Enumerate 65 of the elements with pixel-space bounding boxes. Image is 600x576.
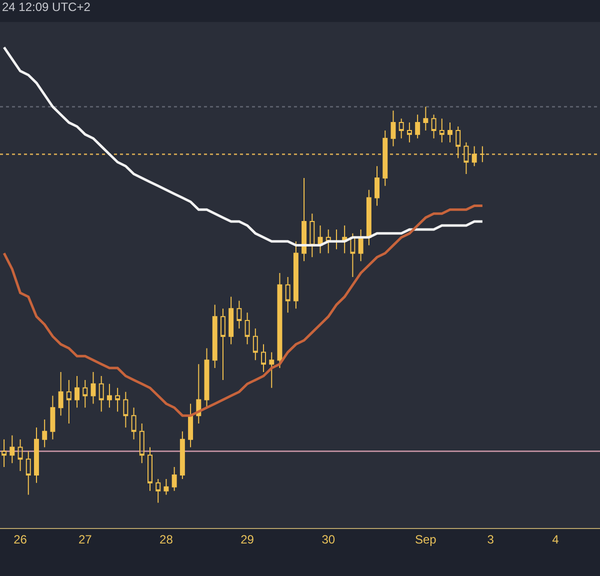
candlestick bbox=[252, 328, 258, 361]
candlestick bbox=[277, 272, 282, 369]
candlestick bbox=[123, 391, 128, 428]
candlestick bbox=[156, 478, 161, 504]
x-tick-label: 4 bbox=[552, 532, 560, 546]
candlestick bbox=[310, 213, 315, 258]
candlestick bbox=[269, 352, 274, 388]
candlestick bbox=[261, 344, 266, 373]
x-tick-label: 3 bbox=[487, 532, 494, 546]
candlestick bbox=[228, 296, 234, 345]
candlestick bbox=[212, 304, 218, 369]
candlestick bbox=[188, 403, 194, 448]
candlestick bbox=[66, 379, 72, 424]
candlestick bbox=[236, 300, 242, 329]
x-tick-label: Sep bbox=[415, 532, 437, 546]
candlestick bbox=[302, 177, 307, 262]
candlestick bbox=[480, 146, 485, 163]
candlestick bbox=[285, 276, 290, 314]
candlestick bbox=[390, 110, 396, 147]
candlestick bbox=[196, 364, 202, 424]
candlestick bbox=[382, 130, 388, 186]
candlestick bbox=[406, 122, 412, 143]
candlestick bbox=[164, 478, 169, 496]
candlestick bbox=[98, 375, 104, 412]
candlestick bbox=[58, 372, 64, 416]
candlestick bbox=[358, 228, 364, 262]
x-tick-label: 30 bbox=[322, 532, 336, 546]
candlestick bbox=[423, 106, 428, 131]
candlestick bbox=[82, 379, 88, 408]
candlestick bbox=[2, 438, 7, 468]
candlestick bbox=[439, 118, 444, 143]
candlestick bbox=[204, 348, 210, 408]
candlestick bbox=[374, 166, 380, 206]
candlestick bbox=[293, 240, 298, 310]
x-tick-label: 28 bbox=[160, 532, 174, 546]
candlestick bbox=[431, 114, 436, 139]
x-tick-label: 29 bbox=[240, 532, 254, 546]
candlestick bbox=[10, 434, 15, 464]
candlestick bbox=[456, 126, 461, 159]
candlestick bbox=[115, 387, 120, 412]
candlestick bbox=[148, 446, 152, 492]
candlestick bbox=[350, 232, 356, 278]
candlestick bbox=[18, 438, 23, 472]
text: 24 12:09 UTC+2 bbox=[2, 0, 91, 14]
x-tick-label: 26 bbox=[14, 532, 28, 546]
candlestick bbox=[448, 122, 452, 143]
x-tick-label: 27 bbox=[78, 532, 92, 546]
candlestick bbox=[139, 423, 144, 464]
candlestick bbox=[90, 372, 96, 404]
candlestick bbox=[415, 114, 420, 139]
candlestick bbox=[398, 118, 404, 139]
candlestick bbox=[472, 146, 477, 167]
candlestick bbox=[244, 312, 250, 345]
candlestick bbox=[131, 407, 136, 440]
candlestick bbox=[42, 419, 48, 448]
candlestick bbox=[106, 383, 112, 408]
candlestick bbox=[464, 142, 469, 175]
candlestick bbox=[220, 308, 226, 380]
candlestick bbox=[50, 395, 56, 440]
candlestick bbox=[366, 189, 372, 246]
candlestick bbox=[26, 450, 31, 496]
candlestick bbox=[180, 430, 185, 480]
candlestick bbox=[34, 426, 39, 484]
candlestick bbox=[74, 375, 80, 408]
candlestick bbox=[172, 466, 177, 492]
